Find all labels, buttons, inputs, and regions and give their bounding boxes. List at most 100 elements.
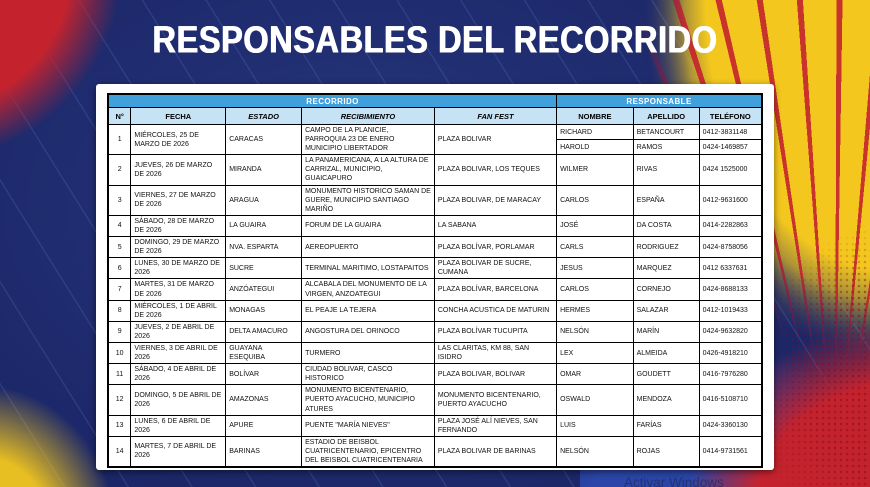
cell-estado: ANZÓATEGUI [225,278,303,301]
cell-estado: BARINAS [225,435,303,468]
cell-telefono: 0412-1019433 [698,299,763,322]
group-header-responsable: RESPONSABLE [556,93,763,108]
cell-fan-fest: PLAZA BOLÍVAR TUCUPITA [433,320,558,343]
cell-estado: GUAYANA ESEQUIBA [225,341,303,365]
cell-fecha: VIERNES, 27 DE MARZO DE 2026 [130,184,227,216]
cell-fecha: JUEVES, 26 DE MARZO DE 2026 [130,154,227,186]
cell-telefono: 0414-2282863 [698,214,763,238]
cell-apellido: FARÍAS [632,414,700,437]
cell-recibimiento: ALCABALA DEL MONUMENTO DE LA VIRGEN, ANZ… [301,278,435,301]
table-row: 9 JUEVES, 2 DE ABRIL DE 2026 DELTA AMACURO… [107,320,763,343]
table-row: 6 LUNES, 30 DE MARZO DE 2026 SUCRE TERMINAL… [107,257,763,280]
cell-nombre: NELSÓN [556,320,634,343]
cell-nombre: RICHARD [556,123,634,141]
cell-estado: ARAGUA [225,184,303,216]
cell-apellido: DA COSTA [632,214,700,238]
cell-numero: 13 [107,414,132,437]
cell-nombre: WILMER [556,154,634,186]
table-panel: RECORRIDO RESPONSABLE N° FECHA ESTADO RE… [96,84,774,470]
cell-numero: 8 [107,299,132,322]
cell-telefono: 0426-4918210 [698,341,763,365]
cell-estado: DELTA AMACURO [225,320,303,343]
cell-apellido: RODRIGUEZ [632,236,700,259]
cell-estado: BOLÍVAR [225,363,303,386]
cell-numero: 7 [107,278,132,301]
cell-fecha: LUNES, 6 DE ABRIL DE 2026 [130,414,227,437]
col-header-telefono: TELÉFONO [698,107,763,125]
cell-recibimiento: EL PEAJE LA TEJERA [301,299,435,322]
table-row: 8 MIÉRCOLES, 1 DE ABRIL DE 2026 MONAGAS EL … [107,299,763,322]
cell-numero: 11 [107,363,132,386]
table-row: 1 MIÉRCOLES, 25 DE MARZO DE 2026 CARACAS CA… [107,123,763,156]
cell-nombre: LEX [556,341,634,365]
cell-fan-fest: PLAZA BOLIVAR, LOS TEQUES [433,154,558,186]
cell-fan-fest: LAS CLARITAS, KM 88, SAN ISIDRO [433,341,558,365]
cell-fecha: LUNES, 30 DE MARZO DE 2026 [130,257,227,280]
table-row: 2 JUEVES, 26 DE MARZO DE 2026 MIRANDA LA PA… [107,154,763,186]
cell-telefono: 0424-8688133 [698,278,763,301]
cell-apellido: ESPAÑA [632,184,700,216]
cell-telefono: 0412-9631600 [698,184,763,216]
cell-telefono: 0424-8758056 [698,236,763,259]
cell-numero: 12 [107,384,132,416]
cell-fan-fest: PLAZA BOLIVAR, BOLIVAR [433,363,558,386]
cell-fecha: DOMINGO, 5 DE ABRIL DE 2026 [130,384,227,416]
group-header-recorrido: RECORRIDO [107,93,558,108]
cell-nombre: LUIS [556,414,634,437]
cell-fecha: JUEVES, 2 DE ABRIL DE 2026 [130,320,227,343]
cell-fecha: SÁBADO, 4 DE ABRIL DE 2026 [130,363,227,386]
table-group-header-row: RECORRIDO RESPONSABLE [107,93,763,108]
cell-fan-fest: PLAZA BOLIVAR DE SUCRE, CUMANA [433,257,558,280]
cell-estado: AMAZONAS [225,384,303,416]
cell-numero: 10 [107,341,132,365]
cell-fan-fest: MONUMENTO BICENTENARIO, PUERTO AYACUCHO [433,384,558,416]
cell-nombre: NELSÓN [556,435,634,468]
cell-telefono: 0424-9632820 [698,320,763,343]
cell-telefono: 0416-5108710 [698,384,763,416]
cell-recibimiento: TERMINAL MARITIMO, LOSTAPAITOS [301,257,435,280]
col-header-apellido: APELLIDO [632,107,700,125]
cell-numero: 4 [107,214,132,238]
cell-telefono: 0414-9731561 [698,435,763,468]
cell-numero: 3 [107,184,132,216]
cell-recibimiento: AEREOPUERTO [301,236,435,259]
cell-nombre: CARLOS [556,184,634,216]
cell-estado: SUCRE [225,257,303,280]
cell-apellido: BETANCOURT [632,123,700,141]
cell-recibimiento: ESTADIO DE BEISBOL CUATRICENTENARIO, EPI… [301,435,435,468]
cell-nombre: JESUS [556,257,634,280]
responsables-table: RECORRIDO RESPONSABLE N° FECHA ESTADO RE… [107,93,763,469]
table-row: 7 MARTES, 31 DE MARZO DE 2026 ANZÓATEGUI AL… [107,278,763,301]
cell-fecha: MIÉRCOLES, 25 DE MARZO DE 2026 [130,123,227,156]
cell-telefono: 0412 6337631 [698,257,763,280]
cell-apellido: RAMOS [632,139,700,156]
cell-nombre: JOSÉ [556,214,634,238]
table-row: 5 DOMINGO, 29 DE MARZO DE 2026 NVA. ESPART… [107,236,763,259]
table-row: 14 MARTES, 7 DE ABRIL DE 2026 BARINAS ESTAD… [107,435,763,468]
cell-recibimiento: TURMERO [301,341,435,365]
cell-estado: APURE [225,414,303,437]
cell-telefono: 0424-1469857 [698,139,763,156]
col-header-fecha: FECHA [130,107,227,125]
table-row: 4 SÁBADO, 28 DE MARZO DE 2026 LA GUAIRA FOR… [107,214,763,238]
cell-recibimiento: CAMPO DE LA PLANICIE, PARROQUIA 23 DE EN… [301,123,435,156]
cell-fecha: MARTES, 7 DE ABRIL DE 2026 [130,435,227,468]
cell-apellido: MENDOZA [632,384,700,416]
cell-recibimiento: PUENTE "MARÍA NIEVES" [301,414,435,437]
table-body: 1 MIÉRCOLES, 25 DE MARZO DE 2026 CARACAS CA… [107,123,763,468]
cell-fecha: MIÉRCOLES, 1 DE ABRIL DE 2026 [130,299,227,322]
cell-nombre: OSWALD [556,384,634,416]
table-column-header-row: N° FECHA ESTADO RECIBIMIENTO FAN FEST NO… [107,107,763,125]
cell-recibimiento: ANGOSTURA DEL ORINOCO [301,320,435,343]
cell-apellido: MARQUEZ [632,257,700,280]
cell-apellido: RIVAS [632,154,700,186]
cell-nombre: HERMES [556,299,634,322]
cell-fecha: DOMINGO, 29 DE MARZO DE 2026 [130,236,227,259]
cell-fan-fest: PLAZA BOLÍVAR, PORLAMAR [433,236,558,259]
table-row: 10 VIERNES, 3 DE ABRIL DE 2026 GUAYANA ESE… [107,341,763,365]
table-row: 11 SÁBADO, 4 DE ABRIL DE 2026 BOLÍVAR CIUDA… [107,363,763,386]
col-header-numero: N° [107,107,132,125]
cell-fan-fest: PLAZA BOLIVAR, DE MARACAY [433,184,558,216]
cell-apellido: CORNEJO [632,278,700,301]
